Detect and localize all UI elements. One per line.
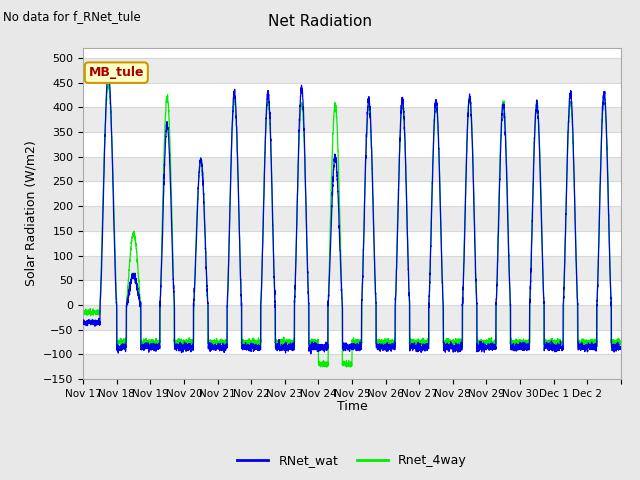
RNet_wat: [372, 300, 380, 306]
Rnet_4way: [617, 341, 625, 347]
RNet_wat: [617, 344, 625, 349]
Bar: [83, 355, 621, 379]
Bar: [83, 206, 621, 231]
Y-axis label: Solar Radiation (W/m2): Solar Radiation (W/m2): [24, 141, 38, 287]
Bar: [83, 108, 621, 132]
RNet_wat: [307, 351, 315, 357]
Rnet_4way: [401, 134, 409, 140]
Bar: [83, 58, 621, 83]
RNet_wat: [401, 135, 409, 141]
Rnet_4way: [526, 300, 534, 306]
Text: MB_tule: MB_tule: [88, 66, 144, 79]
Bar: [83, 305, 621, 330]
Line: Rnet_4way: Rnet_4way: [83, 83, 621, 367]
Rnet_4way: [500, 100, 508, 106]
RNet_wat: [79, 322, 87, 327]
Rnet_4way: [79, 309, 87, 314]
Text: No data for f_RNet_tule: No data for f_RNet_tule: [3, 10, 141, 23]
RNet_wat: [191, 281, 198, 287]
X-axis label: Time: Time: [337, 400, 367, 413]
RNet_wat: [500, 102, 508, 108]
Rnet_4way: [105, 80, 113, 86]
Legend: RNet_wat, Rnet_4way: RNet_wat, Rnet_4way: [232, 449, 472, 472]
Rnet_4way: [372, 340, 380, 346]
Line: RNet_wat: RNet_wat: [83, 70, 621, 354]
RNet_wat: [104, 67, 112, 73]
Rnet_4way: [540, 298, 548, 304]
Bar: [83, 256, 621, 280]
Rnet_4way: [317, 364, 324, 370]
Rnet_4way: [191, 278, 198, 284]
RNet_wat: [540, 295, 548, 300]
Text: Net Radiation: Net Radiation: [268, 14, 372, 29]
Bar: [83, 157, 621, 181]
RNet_wat: [526, 300, 534, 306]
